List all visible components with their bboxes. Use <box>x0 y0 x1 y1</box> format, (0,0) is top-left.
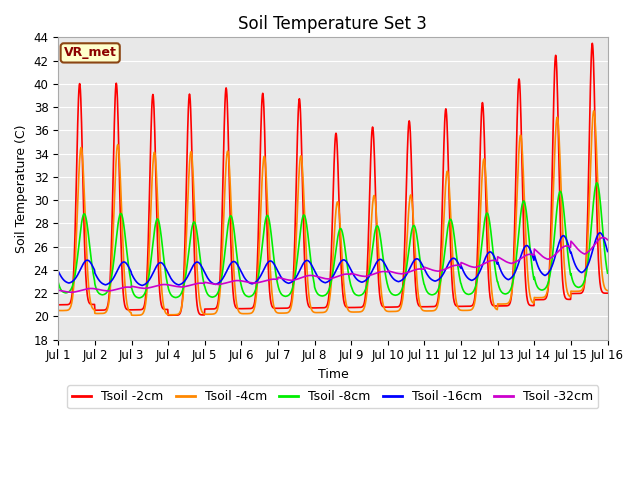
Text: VR_met: VR_met <box>64 47 116 60</box>
Tsoil -32cm <box>604 237 611 243</box>
Tsoil -4cm <box>417 306 425 312</box>
Tsoil -32cm <box>284 277 291 283</box>
Tsoil -2cm <box>508 289 516 295</box>
Tsoil -32cm <box>68 289 76 295</box>
Tsoil -4cm <box>284 310 291 315</box>
Tsoil -32cm <box>54 288 62 293</box>
Tsoil -8cm <box>417 267 425 273</box>
Tsoil -16cm <box>54 268 62 274</box>
Line: Tsoil -4cm: Tsoil -4cm <box>58 111 607 315</box>
Tsoil -2cm <box>284 305 291 311</box>
Tsoil -16cm <box>596 230 604 236</box>
Tsoil -4cm <box>176 309 184 315</box>
Tsoil -16cm <box>270 261 278 267</box>
Tsoil -8cm <box>604 270 611 276</box>
Tsoil -32cm <box>270 276 278 282</box>
Line: Tsoil -32cm: Tsoil -32cm <box>58 238 607 292</box>
Line: Tsoil -16cm: Tsoil -16cm <box>58 233 607 286</box>
Tsoil -32cm <box>417 266 425 272</box>
Tsoil -8cm <box>284 293 291 299</box>
Tsoil -8cm <box>135 295 143 301</box>
Tsoil -4cm <box>590 108 598 114</box>
Tsoil -32cm <box>599 235 607 240</box>
Tsoil -2cm <box>604 290 611 296</box>
Line: Tsoil -2cm: Tsoil -2cm <box>58 43 607 315</box>
Tsoil -32cm <box>556 248 563 253</box>
X-axis label: Time: Time <box>317 368 348 381</box>
Tsoil -16cm <box>138 283 146 288</box>
Tsoil -8cm <box>270 258 278 264</box>
Tsoil -16cm <box>556 240 563 246</box>
Title: Soil Temperature Set 3: Soil Temperature Set 3 <box>239 15 428 33</box>
Tsoil -2cm <box>270 305 278 311</box>
Tsoil -16cm <box>604 249 611 254</box>
Tsoil -4cm <box>131 312 138 318</box>
Y-axis label: Soil Temperature (C): Soil Temperature (C) <box>15 124 28 253</box>
Tsoil -4cm <box>604 288 611 293</box>
Tsoil -8cm <box>593 180 601 186</box>
Tsoil -8cm <box>54 280 62 286</box>
Tsoil -2cm <box>556 167 563 173</box>
Tsoil -4cm <box>54 308 62 313</box>
Tsoil -32cm <box>176 284 184 290</box>
Tsoil -2cm <box>54 302 62 308</box>
Tsoil -4cm <box>508 289 516 295</box>
Tsoil -8cm <box>508 283 516 289</box>
Tsoil -16cm <box>417 261 425 266</box>
Tsoil -4cm <box>270 305 278 311</box>
Tsoil -8cm <box>176 292 184 298</box>
Tsoil -8cm <box>556 191 563 196</box>
Tsoil -2cm <box>176 311 184 316</box>
Tsoil -2cm <box>588 40 596 46</box>
Line: Tsoil -8cm: Tsoil -8cm <box>58 183 607 298</box>
Tsoil -2cm <box>164 312 172 318</box>
Tsoil -2cm <box>417 304 425 310</box>
Legend: Tsoil -2cm, Tsoil -4cm, Tsoil -8cm, Tsoil -16cm, Tsoil -32cm: Tsoil -2cm, Tsoil -4cm, Tsoil -8cm, Tsoi… <box>67 385 598 408</box>
Tsoil -16cm <box>284 280 291 286</box>
Tsoil -4cm <box>556 135 563 141</box>
Tsoil -32cm <box>508 261 516 266</box>
Tsoil -16cm <box>508 275 516 280</box>
Tsoil -16cm <box>176 282 184 288</box>
